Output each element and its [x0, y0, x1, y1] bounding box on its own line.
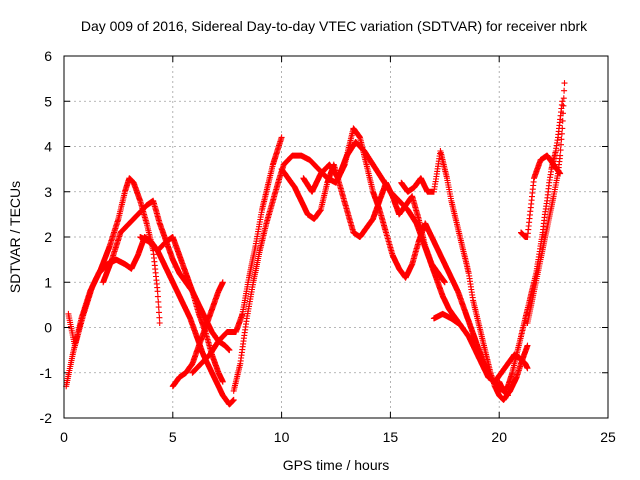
y-tick-label: 3 [44, 184, 52, 200]
plus-markers [496, 98, 566, 394]
series-track-l [430, 310, 461, 326]
data-points [63, 80, 568, 408]
series-track-o [518, 152, 564, 240]
series-track-b [65, 175, 163, 349]
plus-markers [230, 161, 287, 394]
x-tick-label: 5 [169, 429, 177, 445]
plot-frame [63, 55, 609, 419]
series-track-e [169, 279, 226, 390]
y-axis-label: SDTVAR / TECUs [7, 181, 23, 293]
plus-markers [430, 310, 461, 326]
y-tick-label: 0 [44, 320, 52, 336]
axis-ticks: 0 5 10 15 20 25 -2 -1 0 1 2 3 4 5 6 [40, 48, 616, 445]
series-track-g [230, 161, 287, 394]
y-tick-label: 4 [44, 139, 52, 155]
x-tick-label: 10 [274, 429, 290, 445]
y-tick-label: 5 [44, 93, 52, 109]
series-track-f [189, 134, 285, 376]
y-tick-label: 2 [44, 229, 52, 245]
y-tick-label: -2 [40, 410, 53, 426]
series-track-m [496, 98, 566, 394]
series-track-j [300, 139, 531, 385]
y-tick-label: 1 [44, 274, 52, 290]
plus-markers [300, 139, 531, 385]
y-tick-label: 6 [44, 48, 52, 64]
plus-markers [189, 134, 285, 376]
series-track-n [524, 80, 568, 326]
x-tick-label: 0 [60, 429, 68, 445]
chart-title: Day 009 of 2016, Sidereal Day-to-day VTE… [81, 18, 588, 34]
series-track-k [398, 148, 531, 403]
plus-markers [398, 148, 531, 403]
y-tick-label: -1 [40, 365, 53, 381]
x-axis-label: GPS time / hours [283, 457, 390, 473]
x-tick-label: 25 [600, 429, 616, 445]
plus-markers [524, 80, 568, 326]
grid [64, 56, 608, 418]
plus-markers [65, 175, 163, 349]
x-tick-label: 15 [383, 429, 399, 445]
plus-markers [518, 152, 564, 240]
x-tick-label: 20 [491, 429, 507, 445]
plus-markers [169, 279, 226, 390]
